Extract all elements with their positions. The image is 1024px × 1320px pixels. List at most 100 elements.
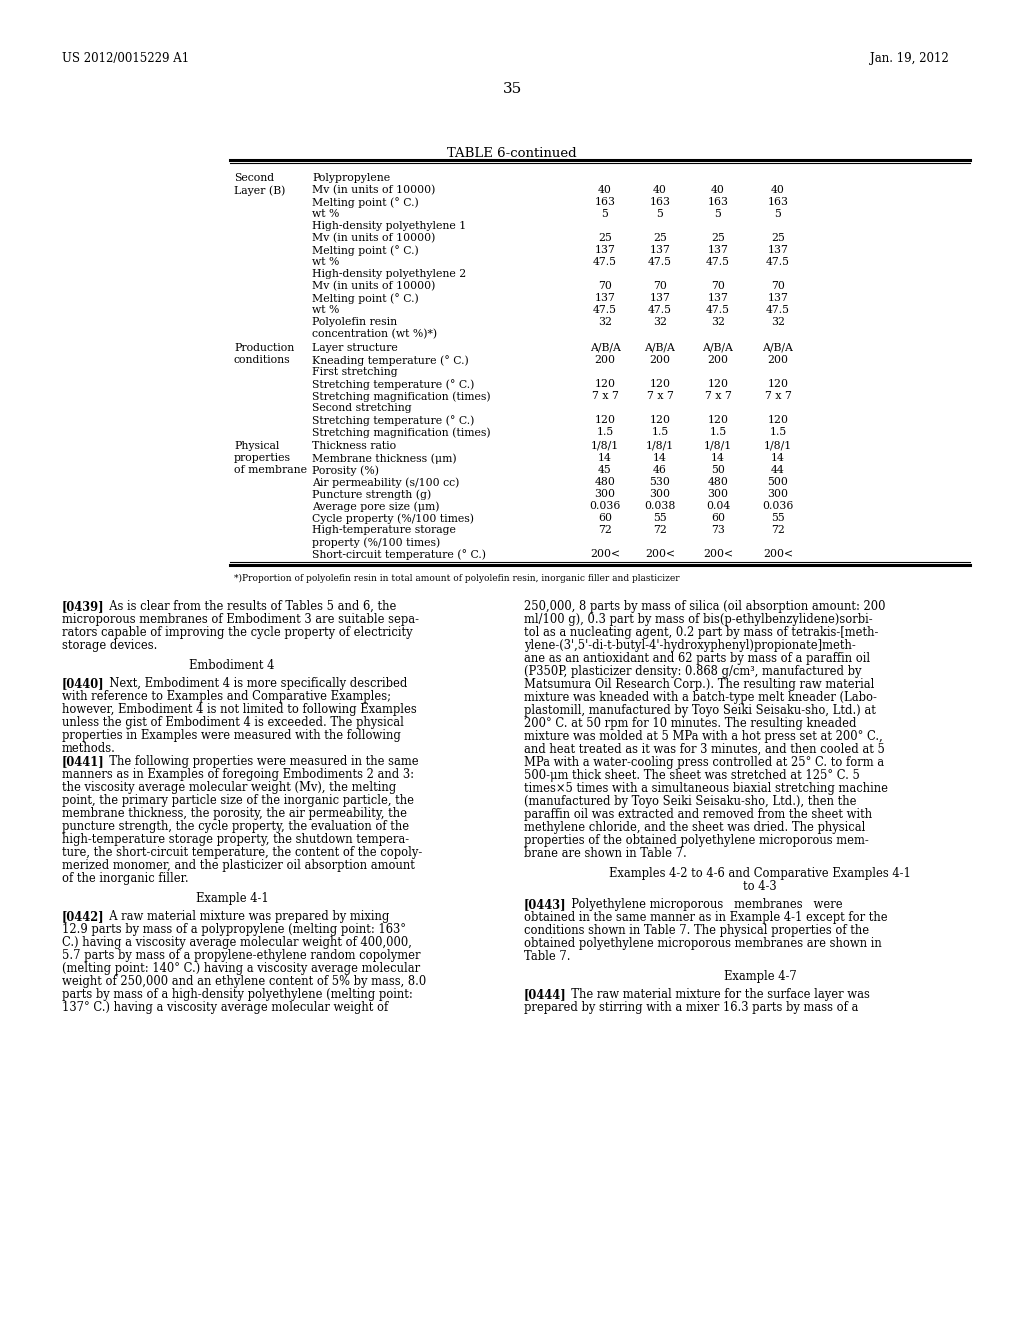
Text: plastomill, manufactured by Toyo Seiki Seisaku-sho, Ltd.) at: plastomill, manufactured by Toyo Seiki S…	[524, 704, 876, 717]
Text: to 4-3: to 4-3	[743, 880, 777, 894]
Text: 1/8/1: 1/8/1	[764, 441, 793, 451]
Text: unless the gist of Embodiment 4 is exceeded. The physical: unless the gist of Embodiment 4 is excee…	[62, 715, 403, 729]
Text: Stretching magnification (times): Stretching magnification (times)	[312, 391, 490, 401]
Text: A/B/A: A/B/A	[590, 343, 621, 352]
Text: brane are shown in Table 7.: brane are shown in Table 7.	[524, 847, 687, 861]
Text: [0441]: [0441]	[62, 755, 104, 768]
Text: 120: 120	[595, 414, 615, 425]
Text: Jan. 19, 2012: Jan. 19, 2012	[870, 51, 949, 65]
Text: TABLE 6-continued: TABLE 6-continued	[447, 147, 577, 160]
Text: 7 x 7: 7 x 7	[592, 391, 618, 401]
Text: wt %: wt %	[312, 305, 339, 315]
Text: 163: 163	[595, 197, 615, 207]
Text: 500: 500	[768, 477, 788, 487]
Text: rators capable of improving the cycle property of electricity: rators capable of improving the cycle pr…	[62, 626, 413, 639]
Text: 120: 120	[595, 379, 615, 389]
Text: 137: 137	[768, 246, 788, 255]
Text: 47.5: 47.5	[593, 257, 617, 267]
Text: and heat treated as it was for 3 minutes, and then cooled at 5: and heat treated as it was for 3 minutes…	[524, 743, 885, 756]
Text: 35: 35	[503, 82, 521, 96]
Text: of the inorganic filler.: of the inorganic filler.	[62, 873, 188, 884]
Text: 200<: 200<	[590, 549, 621, 558]
Text: Second stretching: Second stretching	[312, 403, 412, 413]
Text: As is clear from the results of Tables 5 and 6, the: As is clear from the results of Tables 5…	[102, 601, 396, 612]
Text: A/B/A: A/B/A	[763, 343, 794, 352]
Text: Air permeability (s/100 cc): Air permeability (s/100 cc)	[312, 477, 460, 487]
Text: puncture strength, the cycle property, the evaluation of the: puncture strength, the cycle property, t…	[62, 820, 410, 833]
Text: merized monomer, and the plasticizer oil absorption amount: merized monomer, and the plasticizer oil…	[62, 859, 415, 873]
Text: Short-circuit temperature (° C.): Short-circuit temperature (° C.)	[312, 549, 486, 560]
Text: properties in Examples were measured with the following: properties in Examples were measured wit…	[62, 729, 400, 742]
Text: 40: 40	[653, 185, 667, 195]
Text: Table 7.: Table 7.	[524, 950, 570, 964]
Text: ture, the short-circuit temperature, the content of the copoly-: ture, the short-circuit temperature, the…	[62, 846, 422, 859]
Text: 60: 60	[711, 513, 725, 523]
Text: membrane thickness, the porosity, the air permeability, the: membrane thickness, the porosity, the ai…	[62, 807, 407, 820]
Text: Average pore size (μm): Average pore size (μm)	[312, 502, 439, 512]
Text: 47.5: 47.5	[593, 305, 617, 315]
Text: 14: 14	[653, 453, 667, 463]
Text: 70: 70	[771, 281, 785, 290]
Text: 0.036: 0.036	[590, 502, 621, 511]
Text: Membrane thickness (μm): Membrane thickness (μm)	[312, 453, 457, 463]
Text: paraffin oil was extracted and removed from the sheet with: paraffin oil was extracted and removed f…	[524, 808, 872, 821]
Text: [0443]: [0443]	[524, 898, 566, 911]
Text: Puncture strength (g): Puncture strength (g)	[312, 488, 431, 499]
Text: 120: 120	[768, 414, 788, 425]
Text: 163: 163	[768, 197, 788, 207]
Text: 200<: 200<	[645, 549, 675, 558]
Text: Layer (B): Layer (B)	[234, 185, 286, 195]
Text: 5: 5	[601, 209, 608, 219]
Text: Cycle property (%/100 times): Cycle property (%/100 times)	[312, 513, 474, 524]
Text: 300: 300	[768, 488, 788, 499]
Text: prepared by stirring with a mixer 16.3 parts by mass of a: prepared by stirring with a mixer 16.3 p…	[524, 1001, 858, 1014]
Text: The following properties were measured in the same: The following properties were measured i…	[102, 755, 419, 768]
Text: 73: 73	[711, 525, 725, 535]
Text: 530: 530	[649, 477, 671, 487]
Text: 40: 40	[771, 185, 785, 195]
Text: 55: 55	[653, 513, 667, 523]
Text: with reference to Examples and Comparative Examples;: with reference to Examples and Comparati…	[62, 690, 391, 704]
Text: 137: 137	[768, 293, 788, 304]
Text: 1/8/1: 1/8/1	[591, 441, 620, 451]
Text: 300: 300	[649, 488, 671, 499]
Text: storage devices.: storage devices.	[62, 639, 158, 652]
Text: 163: 163	[708, 197, 728, 207]
Text: methods.: methods.	[62, 742, 116, 755]
Text: *)Proportion of polyolefin resin in total amount of polyolefin resin, inorganic : *)Proportion of polyolefin resin in tota…	[234, 574, 680, 583]
Text: 200<: 200<	[702, 549, 733, 558]
Text: 25: 25	[653, 234, 667, 243]
Text: 200° C. at 50 rpm for 10 minutes. The resulting kneaded: 200° C. at 50 rpm for 10 minutes. The re…	[524, 717, 856, 730]
Text: 47.5: 47.5	[706, 305, 730, 315]
Text: High-temperature storage: High-temperature storage	[312, 525, 456, 535]
Text: 46: 46	[653, 465, 667, 475]
Text: properties: properties	[234, 453, 291, 463]
Text: obtained polyethylene microporous membranes are shown in: obtained polyethylene microporous membra…	[524, 937, 882, 950]
Text: Matsumura Oil Research Corp.). The resulting raw material: Matsumura Oil Research Corp.). The resul…	[524, 678, 874, 690]
Text: 200: 200	[708, 355, 728, 366]
Text: 120: 120	[768, 379, 788, 389]
Text: ml/100 g), 0.3 part by mass of bis(p-ethylbenzylidene)sorbi-: ml/100 g), 0.3 part by mass of bis(p-eth…	[524, 612, 872, 626]
Text: point, the primary particle size of the inorganic particle, the: point, the primary particle size of the …	[62, 795, 414, 807]
Text: 14: 14	[711, 453, 725, 463]
Text: 5: 5	[715, 209, 722, 219]
Text: mixture was kneaded with a batch-type melt kneader (Labo-: mixture was kneaded with a batch-type me…	[524, 690, 877, 704]
Text: A/B/A: A/B/A	[702, 343, 733, 352]
Text: 300: 300	[708, 488, 728, 499]
Text: 72: 72	[653, 525, 667, 535]
Text: 200: 200	[649, 355, 671, 366]
Text: Embodiment 4: Embodiment 4	[189, 659, 274, 672]
Text: properties of the obtained polyethylene microporous mem-: properties of the obtained polyethylene …	[524, 834, 868, 847]
Text: Melting point (° C.): Melting point (° C.)	[312, 246, 419, 256]
Text: 47.5: 47.5	[706, 257, 730, 267]
Text: 250,000, 8 parts by mass of silica (oil absorption amount: 200: 250,000, 8 parts by mass of silica (oil …	[524, 601, 886, 612]
Text: 47.5: 47.5	[648, 257, 672, 267]
Text: wt %: wt %	[312, 209, 339, 219]
Text: conditions: conditions	[234, 355, 291, 366]
Text: mixture was molded at 5 MPa with a hot press set at 200° C.,: mixture was molded at 5 MPa with a hot p…	[524, 730, 883, 743]
Text: High-density polyethylene 2: High-density polyethylene 2	[312, 269, 466, 279]
Text: [0442]: [0442]	[62, 909, 104, 923]
Text: 5: 5	[774, 209, 781, 219]
Text: Stretching magnification (times): Stretching magnification (times)	[312, 426, 490, 437]
Text: Example 4-7: Example 4-7	[724, 970, 797, 983]
